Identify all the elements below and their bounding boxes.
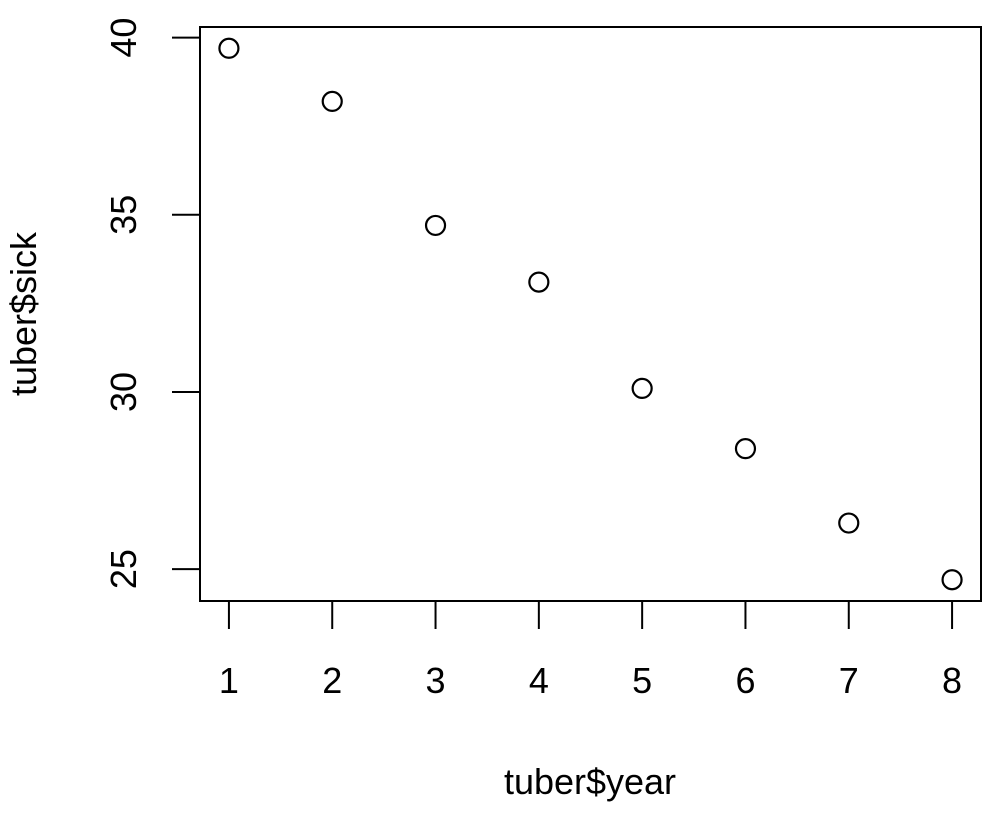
- data-point: [528, 271, 550, 293]
- x-tick-label: 8: [942, 660, 962, 701]
- data-point: [631, 377, 653, 400]
- x-tick-label: 2: [322, 660, 342, 701]
- data-point: [218, 37, 240, 59]
- x-tick-label: 5: [632, 660, 652, 701]
- x-axis: 1 2 3 4 5 6 7 8: [219, 600, 962, 701]
- y-axis-label: tuber$sick: [3, 231, 44, 396]
- data-point: [941, 569, 963, 591]
- y-tick-label: 35: [103, 195, 144, 235]
- x-tick-label: 4: [529, 660, 549, 701]
- data-point: [734, 438, 757, 460]
- x-tick-label: 7: [839, 660, 859, 701]
- x-tick-label: 1: [219, 660, 239, 701]
- y-tick-label: 40: [103, 18, 144, 58]
- x-axis-label: tuber$year: [504, 761, 676, 802]
- data-points: [218, 37, 963, 591]
- y-tick-label: 30: [103, 372, 144, 412]
- data-point: [424, 214, 447, 237]
- x-tick-label: 6: [735, 660, 755, 701]
- data-point: [838, 512, 860, 534]
- x-tick-label: 3: [426, 660, 446, 701]
- y-tick-label: 25: [103, 549, 144, 589]
- data-point: [321, 90, 343, 113]
- y-axis: 25 30 35 40: [103, 18, 201, 589]
